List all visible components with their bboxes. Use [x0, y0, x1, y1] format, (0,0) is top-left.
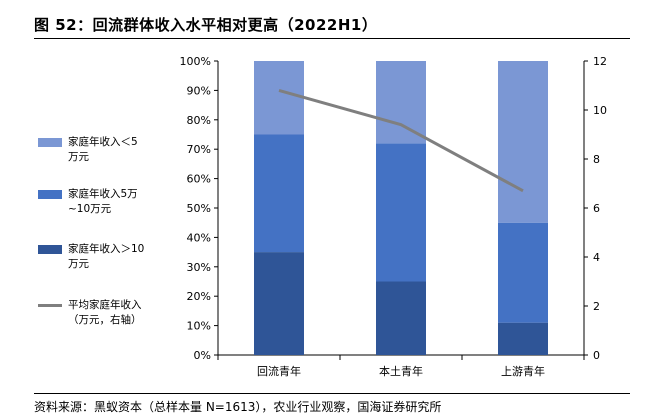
right-axis-tick-label: 8 — [593, 153, 600, 166]
bar-segment — [376, 61, 426, 144]
legend-label-high-income: 家庭年收入＞10 万元 — [68, 243, 145, 270]
chart-title: 图 52：回流群体收入水平相对更高（2022H1） — [34, 16, 378, 34]
left-axis-tick-label: 80% — [187, 114, 211, 127]
bar-segment — [498, 61, 548, 223]
left-axis-tick-label: 50% — [187, 202, 211, 215]
right-axis-tick-label: 6 — [593, 202, 600, 215]
right-axis-tick-label: 10 — [593, 104, 607, 117]
legend-swatch-low-income — [38, 138, 62, 147]
bar-segment — [254, 252, 304, 355]
left-axis-tick-label: 90% — [187, 84, 211, 97]
source-note: 资料来源：黑蚁资本（总样本量 N=1613），农业行业观察，国海证券研究所 — [34, 400, 442, 414]
right-axis-tick-label: 2 — [593, 300, 600, 313]
bar-segment — [254, 134, 304, 253]
x-axis-tick-label: 回流青年 — [257, 364, 301, 378]
bar-segment — [376, 143, 426, 282]
legend-label-mid-income: 家庭年收入5万 ~10万元 — [68, 188, 138, 215]
bar-segment — [254, 61, 304, 135]
legend-line-average-income — [38, 304, 62, 307]
average-income-line — [278, 88, 524, 193]
right-axis-tick-label: 4 — [593, 251, 600, 264]
x-axis-tick-label: 本土青年 — [379, 364, 423, 378]
legend-label-low-income: 家庭年收入＜5 万元 — [68, 136, 138, 163]
left-axis-tick-label: 70% — [187, 143, 211, 156]
legend-swatch-high-income — [38, 245, 62, 254]
source-rule — [34, 393, 630, 394]
bar-segment — [498, 322, 548, 355]
left-axis-tick-label: 20% — [187, 290, 211, 303]
bar-segment — [498, 222, 548, 323]
left-axis-tick-label: 40% — [187, 231, 211, 244]
right-axis-tick-label: 0 — [593, 349, 600, 362]
x-axis-tick-label: 上游青年 — [501, 364, 545, 378]
left-axis-tick-label: 0% — [194, 349, 211, 362]
right-axis-tick-label: 12 — [593, 55, 607, 68]
title-rule — [34, 38, 630, 39]
left-axis-tick-label: 60% — [187, 173, 211, 186]
legend-swatch-mid-income — [38, 190, 62, 199]
left-axis-tick-label: 10% — [187, 320, 211, 333]
left-axis-tick-label: 30% — [187, 261, 211, 274]
left-axis-tick-label: 100% — [180, 55, 211, 68]
bar-segment — [376, 281, 426, 355]
legend-label-average-income: 平均家庭年收入 （万元，右轴） — [68, 299, 142, 326]
